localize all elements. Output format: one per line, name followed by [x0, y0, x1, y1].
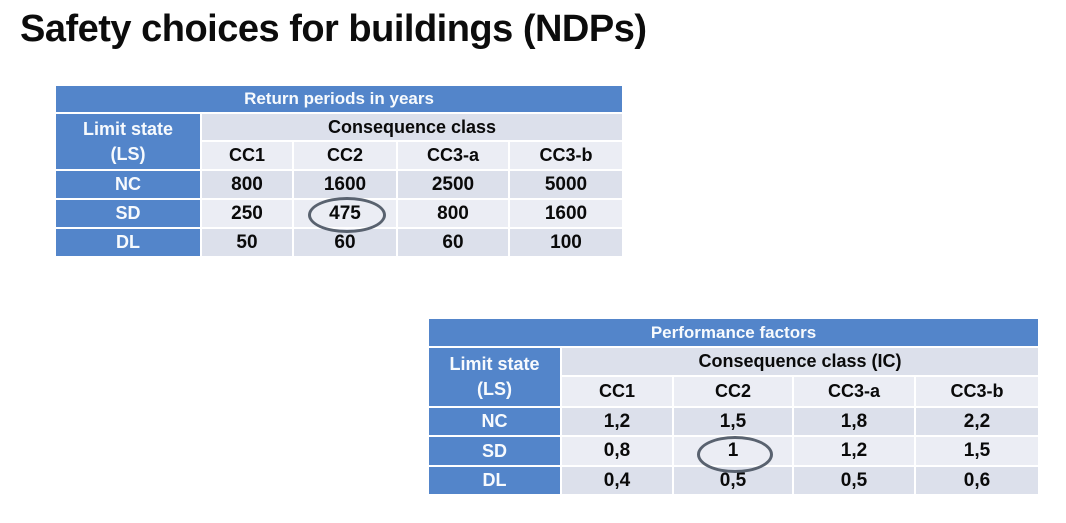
- cell-dl-cc2: 60: [294, 229, 396, 256]
- cell-nc-cc1: 1,2: [562, 408, 672, 435]
- table-row: NC 1,2 1,5 1,8 2,2: [429, 408, 1038, 435]
- col-header-cc1: CC1: [202, 142, 292, 169]
- row-label-sd: SD: [56, 200, 200, 227]
- cell-nc-cc3a: 2500: [398, 171, 508, 198]
- cell-dl-cc1: 0,4: [562, 467, 672, 494]
- cell-sd-cc3a: 800: [398, 200, 508, 227]
- cell-nc-cc2: 1,5: [674, 408, 792, 435]
- cell-dl-cc3a: 60: [398, 229, 508, 256]
- table-row: NC 800 1600 2500 5000: [56, 171, 623, 198]
- cell-nc-cc3b: 2,2: [916, 408, 1038, 435]
- col-header-cc3b: CC3-b: [916, 377, 1038, 406]
- col-header-cc2: CC2: [674, 377, 792, 406]
- row-header-line2: (LS): [110, 143, 146, 164]
- row-label-nc: NC: [56, 171, 200, 198]
- table-row: DL 50 60 60 100: [56, 229, 623, 256]
- row-header-limit-state: Limit state (LS): [429, 348, 560, 406]
- cell-sd-cc2: 475: [294, 200, 396, 227]
- row-header-line2: (LS): [477, 379, 512, 399]
- row-label-dl: DL: [56, 229, 200, 256]
- col-header-cc3a: CC3-a: [794, 377, 914, 406]
- col-header-cc1: CC1: [562, 377, 672, 406]
- cell-dl-cc1: 50: [202, 229, 292, 256]
- table-title: Return periods in years: [56, 86, 623, 112]
- row-header-line1: Limit state: [82, 118, 174, 139]
- cell-nc-cc1: 800: [202, 171, 292, 198]
- cell-sd-cc3b: 1,5: [916, 437, 1038, 465]
- table-row: SD 250 475 800 1600: [56, 200, 623, 227]
- row-label-sd: SD: [429, 437, 560, 465]
- row-header-line1: Limit state: [449, 354, 540, 374]
- cell-sd-cc2: 1: [674, 437, 792, 465]
- col-group-header: Consequence class (IC): [562, 348, 1038, 375]
- table-title: Performance factors: [429, 319, 1038, 346]
- cell-dl-cc3b: 0,6: [916, 467, 1038, 494]
- cell-sd-cc3a: 1,2: [794, 437, 914, 465]
- col-header-cc3b: CC3-b: [510, 142, 623, 169]
- table-row: SD 0,8 1 1,2 1,5: [429, 437, 1038, 465]
- row-label-nc: NC: [429, 408, 560, 435]
- col-header-cc2: CC2: [294, 142, 396, 169]
- table-row: DL 0,4 0,5 0,5 0,6: [429, 467, 1038, 494]
- cell-sd-cc1: 0,8: [562, 437, 672, 465]
- col-group-header: Consequence class: [202, 114, 623, 140]
- slide-title: Safety choices for buildings (NDPs): [20, 8, 647, 50]
- cell-nc-cc3a: 1,8: [794, 408, 914, 435]
- return-periods-table: Return periods in years Limit state (LS)…: [54, 84, 624, 258]
- cell-nc-cc2: 1600: [294, 171, 396, 198]
- performance-factors-table: Performance factors Limit state (LS) Con…: [427, 317, 1040, 496]
- cell-sd-cc3b: 1600: [510, 200, 623, 227]
- row-label-dl: DL: [429, 467, 560, 494]
- cell-dl-cc3a: 0,5: [794, 467, 914, 494]
- cell-sd-cc1: 250: [202, 200, 292, 227]
- cell-dl-cc2: 0,5: [674, 467, 792, 494]
- row-header-limit-state: Limit state (LS): [56, 114, 200, 169]
- col-header-cc3a: CC3-a: [398, 142, 508, 169]
- cell-dl-cc3b: 100: [510, 229, 623, 256]
- cell-nc-cc3b: 5000: [510, 171, 623, 198]
